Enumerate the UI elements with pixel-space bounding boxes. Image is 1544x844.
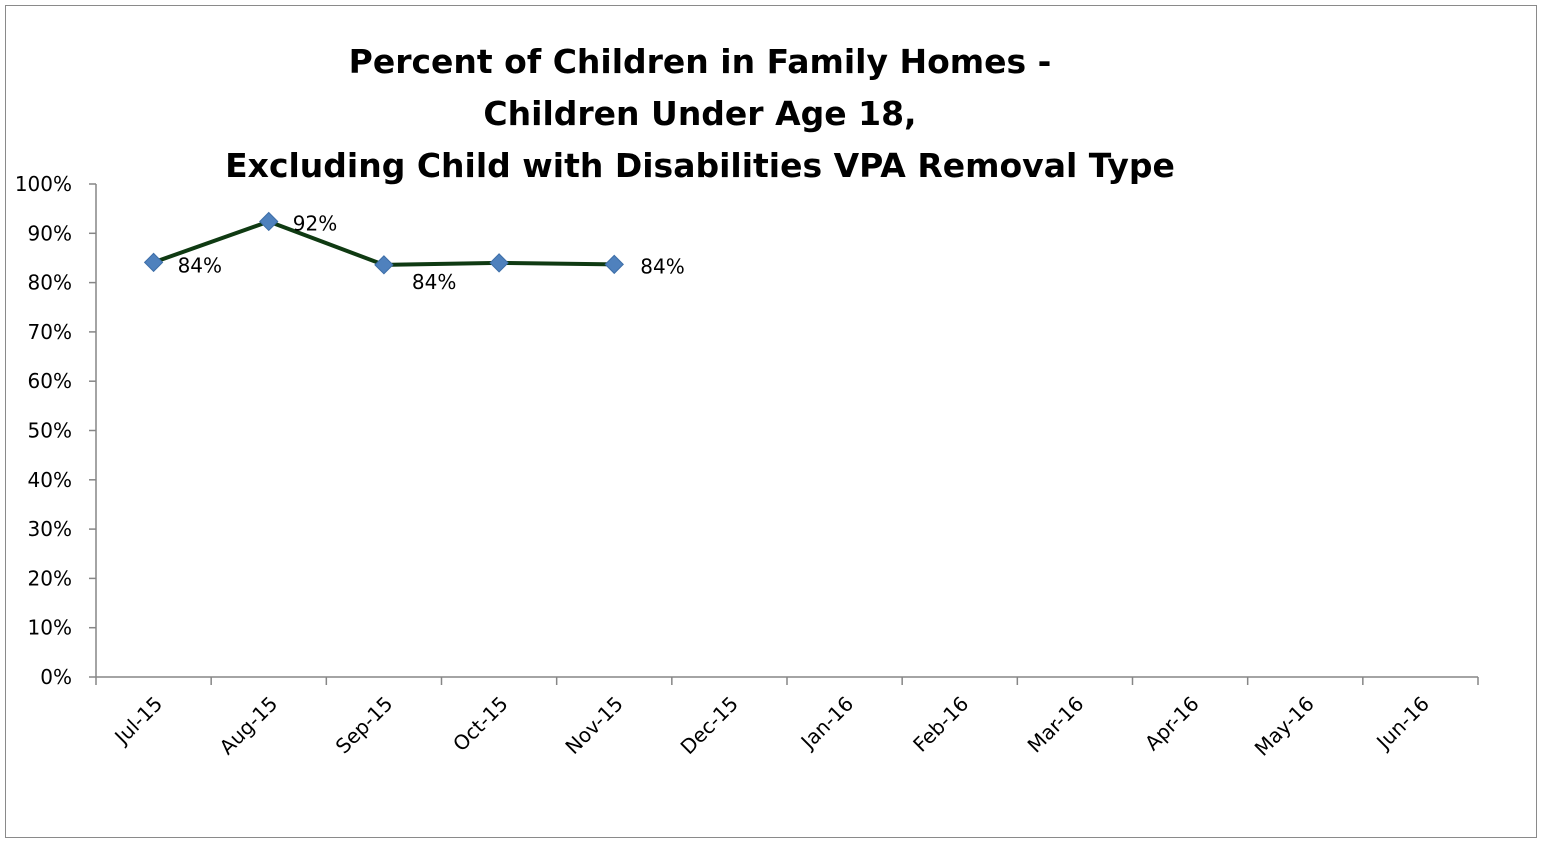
x-tick-label: Jun-16 (1370, 692, 1434, 756)
chart-title-line-1: Percent of Children in Family Homes - (348, 42, 1052, 81)
x-tick-label: Oct-15 (448, 692, 513, 757)
chart-title-line-3: Excluding Child with Disabilities VPA Re… (225, 146, 1175, 185)
y-tick-label: 60% (28, 369, 72, 393)
x-tick-label: Jul-15 (109, 692, 168, 751)
x-tick-label: Nov-15 (560, 692, 627, 759)
data-point (143, 252, 164, 273)
data-point (604, 254, 624, 275)
x-tick-label: Jan-16 (795, 692, 858, 755)
y-tick-label: 80% (28, 271, 72, 295)
y-tick-label: 70% (28, 320, 72, 344)
chart-title: Percent of Children in Family Homes - Ch… (0, 36, 1400, 192)
y-tick-label: 50% (28, 419, 72, 443)
y-tick-label: 0% (40, 665, 72, 689)
x-tick-label: May-16 (1250, 692, 1319, 761)
data-label: 92% (293, 211, 337, 235)
chart-frame (5, 5, 1537, 838)
y-tick-label: 100% (15, 172, 72, 196)
x-tick-label: Mar-16 (1023, 692, 1089, 758)
data-label: 84% (640, 254, 684, 278)
x-tick-label: Sep-15 (331, 692, 398, 759)
x-tick-label: Apr-16 (1140, 692, 1204, 756)
y-tick-label: 40% (28, 468, 72, 492)
x-tick-label: Dec-15 (676, 692, 743, 759)
data-point (489, 253, 509, 273)
y-tick-label: 90% (28, 221, 72, 245)
y-tick-label: 10% (28, 616, 72, 640)
data-point (259, 211, 279, 232)
data-label: 84% (178, 253, 222, 277)
x-tick-label: Feb-16 (908, 692, 973, 757)
chart-title-line-2: Children Under Age 18, (483, 94, 917, 133)
data-label: 84% (412, 270, 456, 294)
y-tick-label: 20% (28, 566, 72, 590)
x-tick-label: Aug-15 (215, 692, 283, 760)
y-tick-label: 30% (28, 517, 72, 541)
data-point (374, 255, 394, 275)
